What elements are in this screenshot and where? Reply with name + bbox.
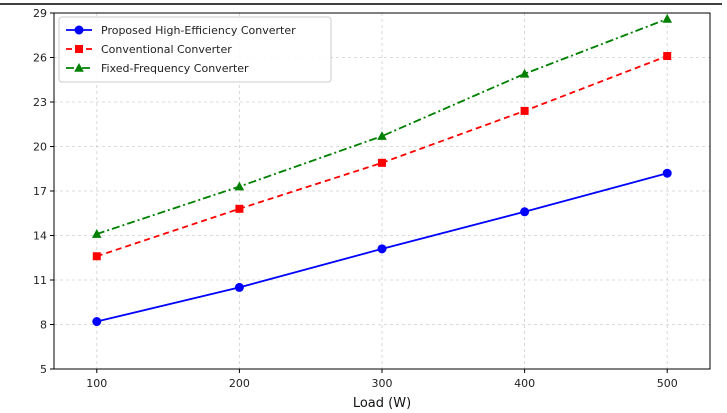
- y-tick-label: 23: [33, 96, 47, 109]
- x-tick-label: 500: [657, 377, 678, 390]
- data-point: [662, 168, 672, 178]
- legend-box: [58, 16, 332, 83]
- data-point: [662, 13, 673, 23]
- data-point: [92, 252, 101, 261]
- x-tick-label: 300: [372, 377, 393, 390]
- data-point: [520, 207, 530, 217]
- series-1: [92, 168, 672, 327]
- x-tick-label: 400: [514, 377, 535, 390]
- legend-label: Fixed-Frequency Converter: [101, 62, 249, 75]
- y-tick-label: 8: [40, 319, 47, 332]
- y-tick-label: 11: [33, 274, 47, 287]
- data-point: [520, 106, 529, 115]
- data-point: [378, 158, 386, 167]
- legend-marker: [75, 45, 83, 53]
- y-tick-label: 17: [33, 185, 47, 198]
- legend-item: Fixed-Frequency Converter: [66, 62, 249, 75]
- y-tick-label: 14: [33, 230, 47, 243]
- x-tick-label: 200: [229, 377, 250, 390]
- y-tick-label: 29: [33, 7, 47, 20]
- series-2: [92, 52, 672, 261]
- legend-label: Proposed High-Efficiency Converter: [101, 24, 296, 37]
- x-tick-label: 100: [86, 377, 107, 390]
- legend-marker: [74, 63, 84, 72]
- series-layer: [91, 13, 673, 327]
- data-point: [235, 204, 244, 213]
- data-point: [519, 68, 530, 78]
- data-point: [234, 181, 245, 191]
- data-point: [377, 131, 387, 140]
- y-tick-label: 26: [33, 52, 47, 65]
- x-axis-label: Load (W): [353, 396, 411, 411]
- data-point: [377, 244, 387, 254]
- data-point: [91, 229, 102, 238]
- legend-item: Conventional Converter: [66, 43, 232, 56]
- legend-marker: [74, 25, 84, 35]
- legend-item: Proposed High-Efficiency Converter: [66, 24, 296, 37]
- data-point: [663, 52, 672, 61]
- series-line: [96, 18, 668, 235]
- y-tick-label: 20: [33, 141, 47, 154]
- legend-label: Conventional Converter: [101, 43, 232, 56]
- data-point: [234, 282, 244, 292]
- data-point: [92, 317, 102, 327]
- series-3: [91, 13, 673, 238]
- axis-ticks: 100 200 300 400 500 5 8 11 14 17 20 23 26 29: [33, 7, 678, 390]
- y-tick-label: 5: [40, 363, 47, 376]
- legend: Proposed High-Efficiency Converter Conven…: [58, 16, 332, 83]
